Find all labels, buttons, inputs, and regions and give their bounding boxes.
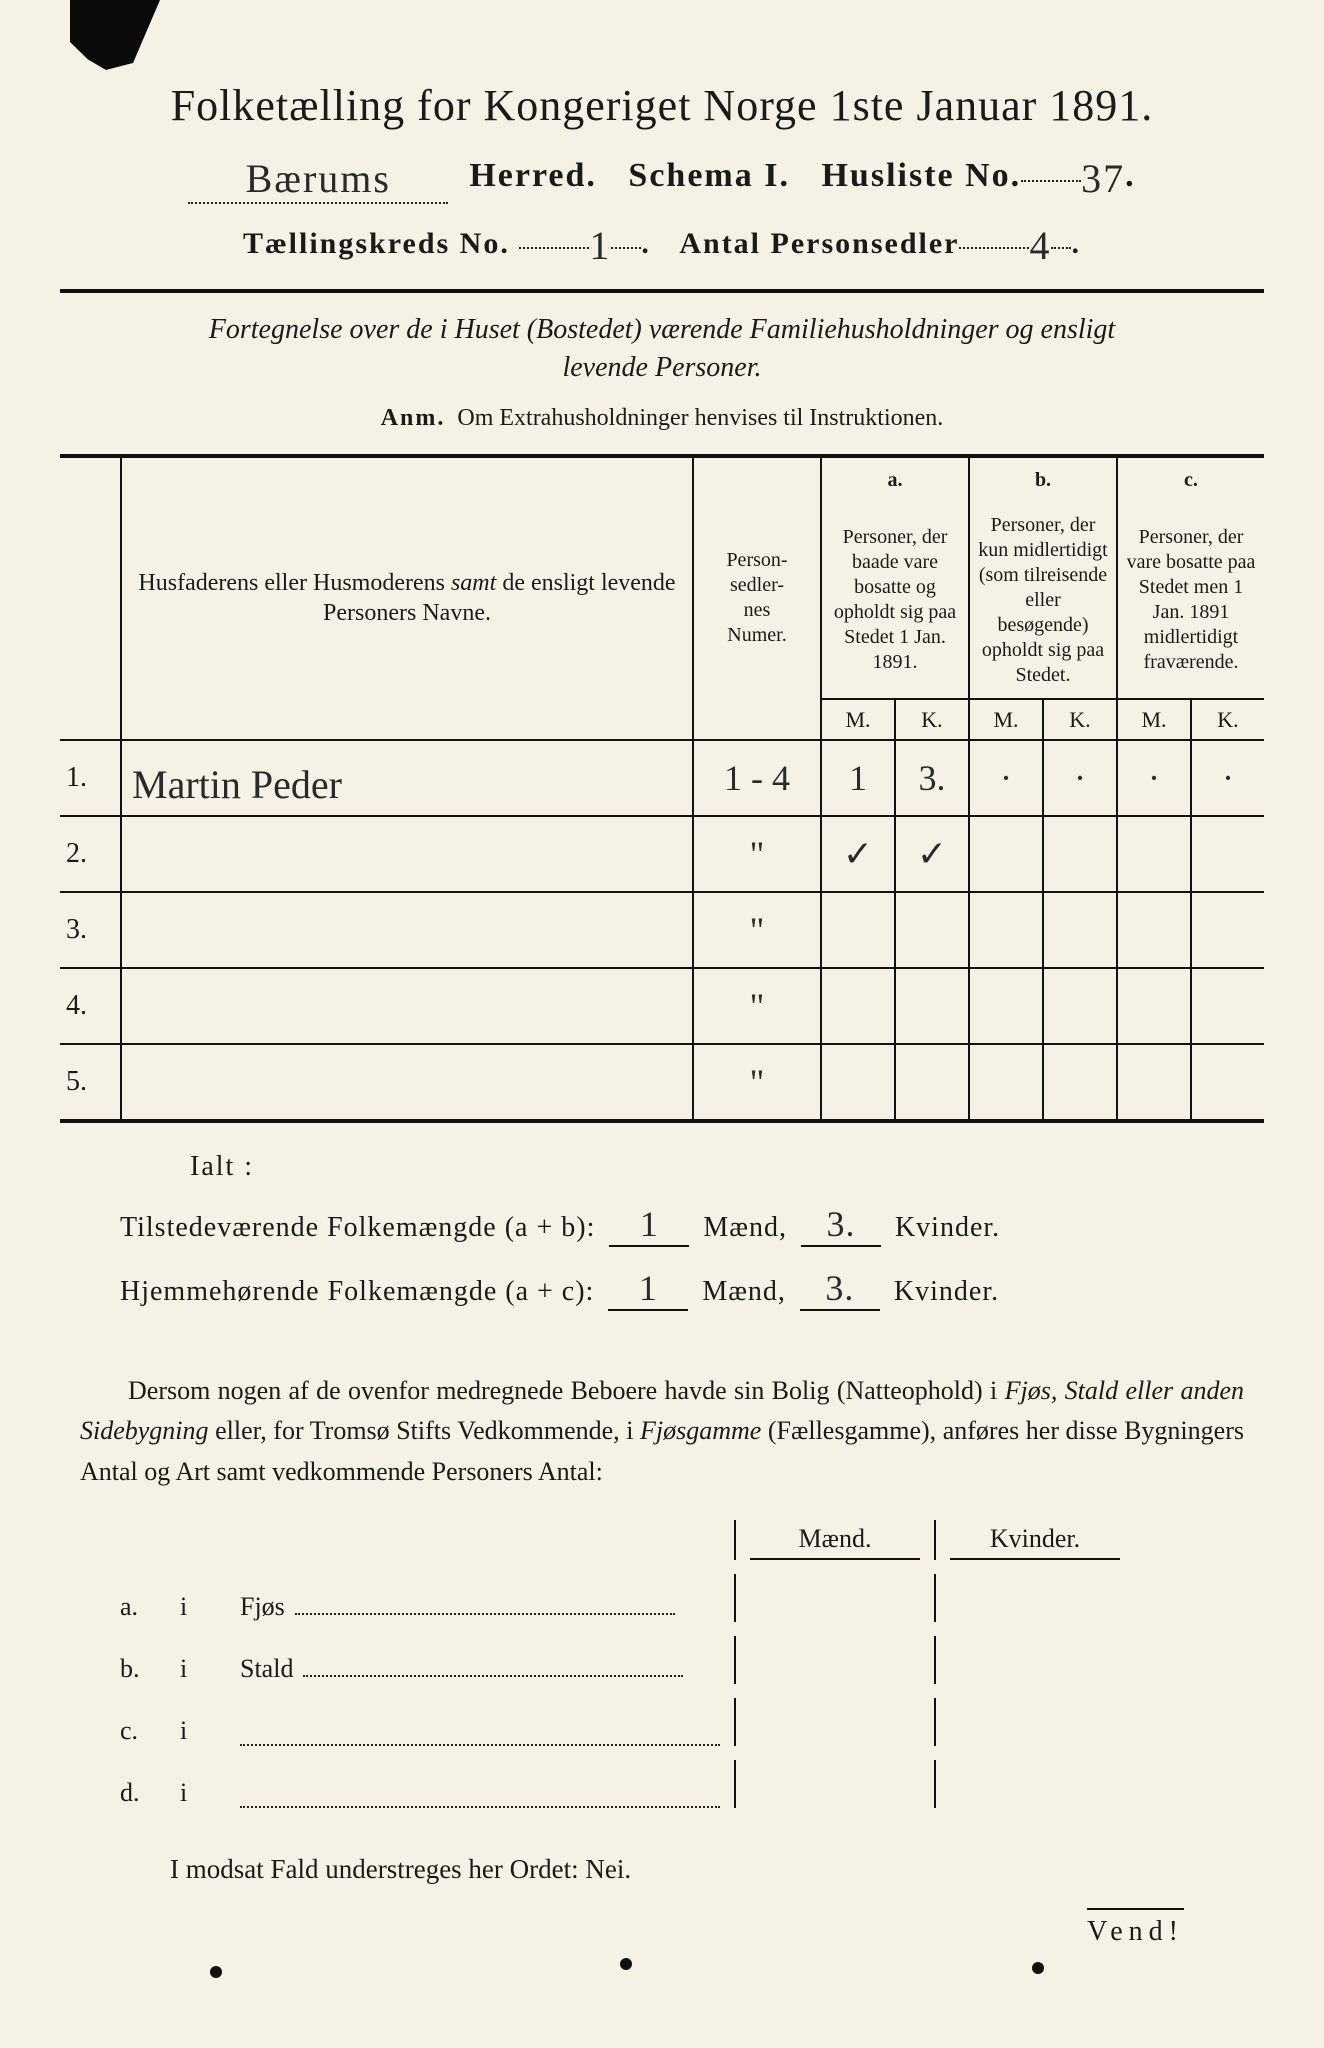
dersom-paragraph: Dersom nogen af de ovenfor medregnede Be… [80, 1371, 1244, 1492]
herred-line: Bærums Herred. Schema I. Husliste No.37. [60, 149, 1264, 198]
kreds-label: Tællingskreds No. [243, 227, 510, 260]
ink-speck [1032, 1962, 1044, 1974]
herred-label: Herred. [469, 157, 597, 194]
page-title: Folketælling for Kongeriget Norge 1ste J… [60, 80, 1264, 131]
schema-label: Schema I. [628, 157, 790, 194]
table-row: 4. " [60, 968, 1264, 1044]
side-kvinder: Kvinder. [950, 1524, 1120, 1560]
side-maend: Mænd. [750, 1524, 920, 1560]
page-tear [70, 0, 160, 70]
kreds-no: 1 [589, 222, 611, 269]
ialt-label: Ialt : [190, 1151, 1264, 1183]
table-row: 5. " [60, 1044, 1264, 1121]
main-table: Husfaderens eller Husmoderens samt de en… [60, 454, 1264, 1124]
col-name: Husfaderens eller Husmoderens samt de en… [121, 456, 693, 741]
col-nums: Person-sedler-nesNumer. [693, 456, 821, 741]
table-row: 1. Martin Peder 1 - 4 1 3. · · · · [60, 740, 1264, 816]
fortegnelse: Fortegnelse over de i Huset (Bostedet) v… [100, 311, 1224, 387]
husliste-no: 37 [1081, 155, 1125, 202]
husliste-label: Husliste No. [821, 157, 1021, 194]
herred-handwritten: Bærums [188, 155, 448, 204]
name-hand: Martin Peder [132, 761, 342, 808]
col-b: Personer, der kun midlertidigt (som tilr… [969, 503, 1117, 699]
tilstede-line: Tilstedeværende Folkemængde (a + b): 1 M… [120, 1203, 1264, 1247]
side-table: Mænd. Kvinder. a.i Fjøs b.i Stald c.i d.… [120, 1520, 1244, 1808]
ink-speck [620, 1958, 632, 1970]
modsat-line: I modsat Fald understreges her Ordet: Ne… [170, 1854, 1244, 1885]
col-c: Personer, der vare bosatte paa Stedet me… [1117, 503, 1264, 699]
anm: Anm. Om Extrahusholdninger henvises til … [60, 405, 1264, 432]
kreds-line: Tællingskreds No. 1. Antal Personsedler4… [60, 216, 1264, 263]
vend: Vend! [1087, 1908, 1184, 1948]
antal-label: Antal Personsedler [679, 227, 959, 260]
col-a: Personer, der baade vare bosatte og opho… [821, 503, 969, 699]
hjemme-line: Hjemmehørende Folkemængde (a + c): 1 Mæn… [120, 1267, 1264, 1311]
ink-speck [210, 1966, 222, 1978]
divider [60, 289, 1264, 293]
antal-val: 4 [1029, 222, 1051, 269]
table-row: 3. " [60, 892, 1264, 968]
table-row: 2. " ✓ ✓ [60, 816, 1264, 892]
